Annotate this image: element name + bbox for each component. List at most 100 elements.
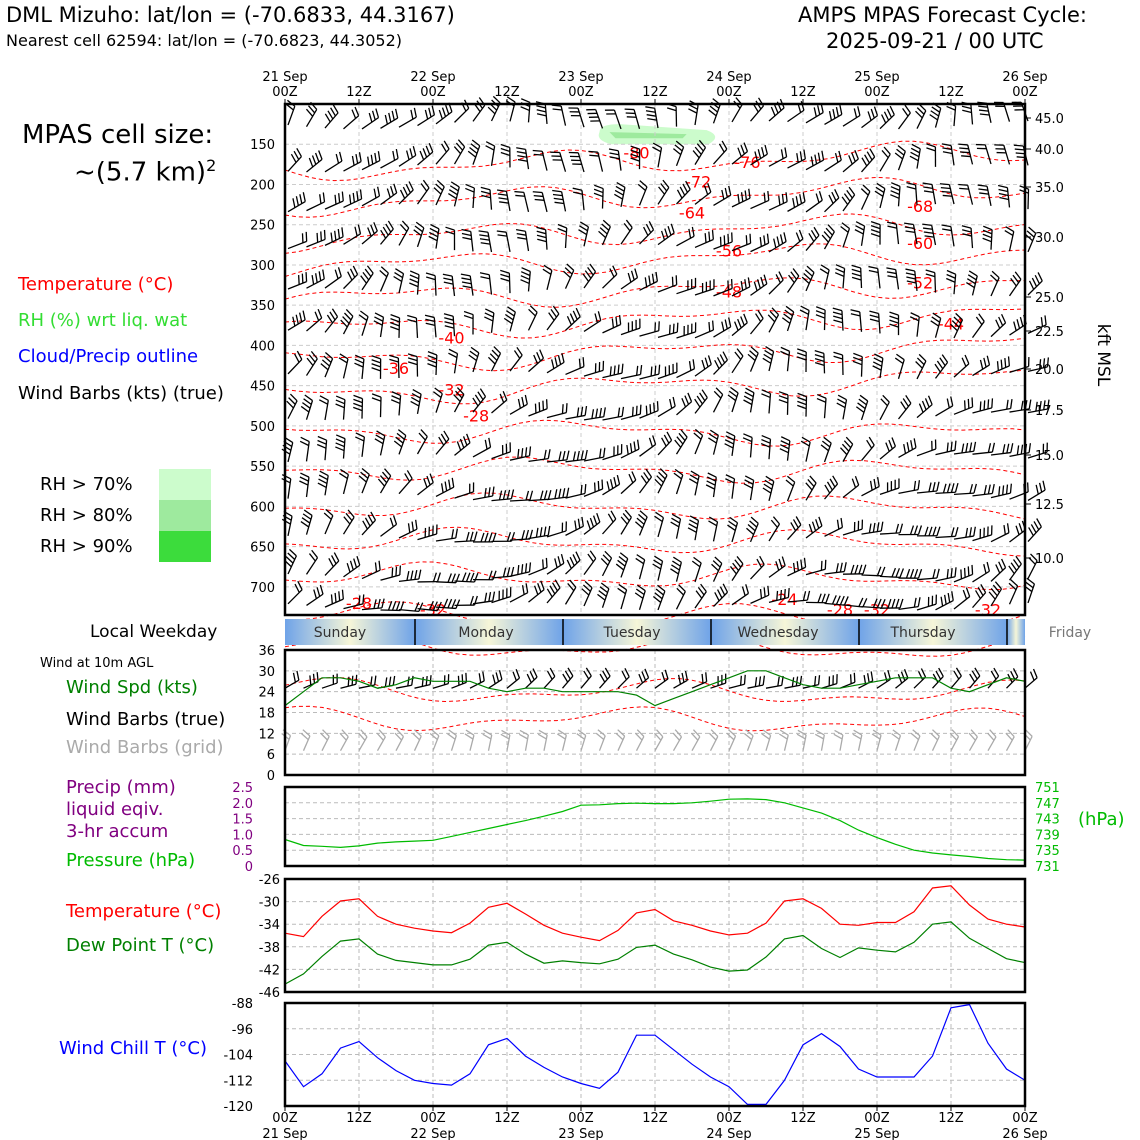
upper-barb-9-27 — [785, 475, 796, 502]
upper-barb-0-11 — [487, 95, 501, 122]
upper-barb-6-5 — [371, 355, 382, 379]
weekday-wednesday: Wednesday — [737, 625, 818, 641]
temp-y-tick--26: -26 — [259, 873, 280, 888]
top-hour-0: 00Z — [272, 85, 298, 100]
upper-barb-6-40 — [1027, 357, 1050, 372]
upper-barb-3-40 — [1025, 226, 1037, 253]
upper-barb-2-6 — [398, 181, 414, 205]
temp-contour-10 — [284, 492, 1026, 520]
upper-barb-10-14 — [546, 521, 567, 538]
pressure-y-tick-731: 731 — [1035, 860, 1060, 875]
upper-barb-2-31 — [860, 184, 871, 210]
upper-barb-3-2 — [324, 227, 344, 246]
wind-y-tick-36: 36 — [258, 644, 275, 659]
precip-y-tick-3: 1.5 — [232, 813, 253, 828]
upper-barb-2-32 — [874, 182, 886, 209]
upper-barb-5-26 — [767, 307, 780, 333]
upper-barb-7-5 — [371, 393, 382, 418]
upper-barb-8-26 — [760, 434, 772, 460]
upper-barb-3-31 — [854, 221, 866, 246]
upper-barb-3-29 — [821, 224, 835, 250]
upper-barb-4-5 — [379, 266, 389, 292]
upper-barb-12-7 — [417, 600, 442, 612]
upper-barb-4-24 — [731, 277, 751, 297]
alt-tick-25.0: 25.0 — [1035, 291, 1064, 306]
upper-y-tick-400: 400 — [250, 339, 275, 354]
upper-barb-1-11 — [485, 141, 496, 166]
upper-barb-8-36 — [953, 441, 977, 455]
surface-barb-grid-15 — [557, 729, 567, 751]
upper-barb-5-15 — [565, 307, 581, 331]
upper-barb-9-5 — [377, 468, 392, 494]
alt-tick-10.0: 10.0 — [1035, 552, 1064, 567]
weekday-thursday: Thursday — [889, 625, 955, 641]
pressure-y-tick-751: 751 — [1035, 781, 1060, 796]
temp-contour-14 — [284, 631, 1026, 657]
upper-barb-2-1 — [306, 192, 326, 212]
upper-barb-11-28 — [805, 559, 827, 576]
temp-y-tick--42: -42 — [259, 963, 280, 978]
upper-barb-6-20 — [657, 362, 678, 380]
upper-barb-3-17 — [598, 219, 611, 246]
weekday-band-3 — [711, 619, 859, 645]
upper-barb-7-37 — [972, 398, 994, 414]
bottom-date-8: 25 Sep — [854, 1127, 899, 1140]
upper-barb-0-34 — [915, 103, 927, 129]
temp-contour-3 — [284, 243, 1026, 277]
surface-barb-grid-6 — [394, 729, 405, 751]
upper-barb-2-34 — [906, 182, 918, 206]
upper-barb-3-21 — [676, 226, 695, 247]
upper-barb-8-1 — [299, 436, 310, 462]
precip-label-1: Precip (mm) — [66, 777, 176, 798]
upper-barb-0-15 — [551, 104, 567, 126]
upper-barb-11-37 — [972, 561, 991, 583]
temp-y-tick--38: -38 — [259, 941, 280, 956]
upper-barb-1-21 — [672, 140, 685, 167]
upper-barb-9-12 — [509, 490, 534, 502]
surface-barb-grid-29 — [814, 729, 825, 751]
upper-barb-10-8 — [435, 528, 459, 542]
alt-tick-20.0: 20.0 — [1035, 363, 1064, 378]
upper-barb-8-33 — [898, 438, 917, 458]
rh-80-label: RH > 80% — [40, 505, 133, 526]
upper-barb-0-26 — [768, 98, 785, 122]
upper-barb-2-3 — [343, 189, 363, 209]
weekday-band-0 — [285, 619, 415, 645]
upper-barb-3-19 — [639, 221, 655, 245]
surface-barb-true-7 — [414, 675, 432, 689]
upper-barb-6-34 — [915, 353, 927, 380]
bottom-hour-7: 12Z — [790, 1111, 816, 1126]
upper-barb-7-38 — [990, 399, 1013, 413]
surface-barb-grid-17 — [596, 729, 606, 751]
upper-barb-6-22 — [694, 355, 712, 377]
upper-barb-7-6 — [390, 391, 402, 416]
upper-barb-4-36 — [946, 269, 957, 295]
upper-barb-1-38 — [975, 143, 992, 165]
upper-barb-8-20 — [657, 431, 673, 456]
upper-barb-11-26 — [768, 556, 786, 578]
upper-barb-11-32 — [879, 567, 905, 579]
upper-barb-11-30 — [842, 564, 867, 575]
upper-barb-8-21 — [674, 429, 688, 455]
upper-barb-8-16 — [583, 447, 606, 462]
upper-barb-2-13 — [514, 190, 530, 212]
weekday-monday: Monday — [458, 625, 513, 641]
temperature-line — [284, 885, 1026, 942]
upper-barb-0-29 — [824, 105, 843, 126]
upper-barb-4-0 — [287, 272, 308, 290]
bottom-hour-8: 00Z — [864, 1111, 890, 1126]
upper-barb-5-20 — [657, 322, 679, 339]
upper-barb-10-37 — [972, 525, 993, 542]
upper-y-tick-250: 250 — [250, 219, 275, 234]
temp-contour-label-4: -64 — [679, 204, 705, 223]
upper-barb-4-39 — [1008, 271, 1022, 297]
upper-barb-2-7 — [416, 179, 430, 205]
upper-barb-7-10 — [472, 388, 487, 413]
upper-barb-11-29 — [824, 562, 847, 575]
cell-size-number: ~(5.7 km) — [74, 157, 207, 188]
top-hour-7: 12Z — [790, 85, 816, 100]
upper-barb-7-3 — [335, 395, 346, 420]
upper-barb-9-39 — [1009, 482, 1029, 500]
alt-tick-17.5: 17.5 — [1035, 404, 1064, 419]
upper-barb-8-9 — [454, 433, 471, 456]
